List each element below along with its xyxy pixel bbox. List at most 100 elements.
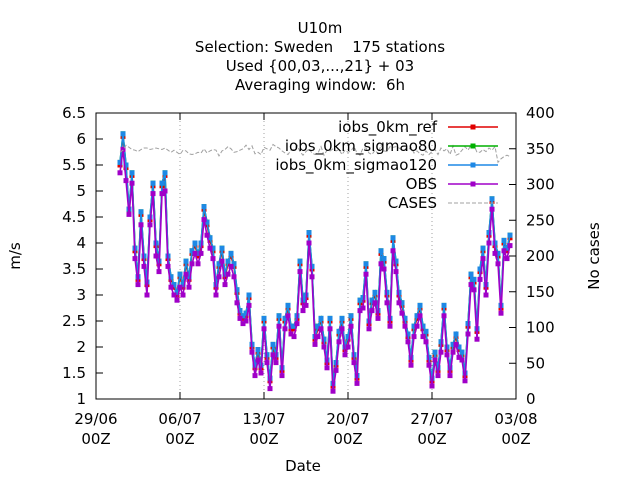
data-point	[438, 349, 444, 355]
data-point	[480, 256, 486, 262]
data-point	[360, 305, 366, 311]
data-point	[150, 180, 156, 186]
data-point	[495, 261, 501, 267]
data-point	[147, 222, 153, 228]
x-tick-label-date: 06/07	[158, 410, 201, 428]
data-point	[126, 211, 132, 217]
data-point	[282, 315, 288, 321]
data-point	[183, 258, 189, 264]
y2-tick-label: 200	[526, 247, 555, 265]
data-point	[306, 230, 312, 236]
data-point	[426, 362, 432, 368]
data-point	[450, 349, 456, 355]
data-point	[195, 250, 201, 256]
y2-tick-label: 350	[526, 140, 555, 158]
data-point	[288, 331, 294, 337]
data-point	[156, 269, 162, 275]
data-point	[342, 352, 348, 358]
data-point	[144, 292, 150, 298]
data-point	[222, 271, 228, 277]
data-point	[195, 261, 201, 267]
data-point	[243, 318, 249, 324]
data-point	[204, 219, 210, 225]
data-point	[246, 292, 252, 298]
data-point	[285, 302, 291, 308]
data-point	[315, 323, 321, 329]
data-point	[165, 263, 171, 269]
data-point	[174, 297, 180, 303]
data-point	[408, 354, 414, 360]
data-point	[348, 323, 354, 329]
data-point	[240, 315, 246, 321]
x-tick-label-hour: 00Z	[249, 430, 278, 448]
x-tick-label-hour: 00Z	[81, 430, 110, 448]
data-point	[210, 245, 216, 251]
data-point	[345, 344, 351, 350]
data-point	[228, 263, 234, 269]
data-point	[438, 339, 444, 345]
data-point	[375, 315, 381, 321]
data-point	[429, 375, 435, 381]
data-point	[399, 300, 405, 306]
data-point	[192, 240, 198, 246]
data-point	[366, 326, 372, 332]
data-point	[219, 245, 225, 251]
data-point	[231, 261, 237, 267]
x-tick-label-date: 03/08	[494, 410, 537, 428]
data-point	[456, 347, 462, 353]
data-point	[477, 266, 483, 272]
data-point	[291, 334, 297, 340]
legend-marker	[470, 143, 476, 149]
data-point	[276, 313, 282, 319]
legend-label: OBS	[406, 175, 437, 193]
data-point	[135, 282, 141, 288]
data-point	[396, 300, 402, 306]
data-point	[444, 352, 450, 358]
data-point	[378, 261, 384, 267]
data-point	[327, 326, 333, 332]
data-point	[477, 276, 483, 282]
y-tick-label: 4	[76, 234, 86, 252]
data-point	[423, 328, 429, 334]
data-point	[336, 339, 342, 345]
data-point	[408, 362, 414, 368]
data-point	[225, 258, 231, 264]
data-point	[462, 378, 468, 384]
x-tick-label-hour: 00Z	[417, 430, 446, 448]
data-point	[354, 380, 360, 386]
data-point	[372, 300, 378, 306]
y2-tick-label: 150	[526, 283, 555, 301]
data-point	[447, 365, 453, 371]
data-point	[162, 188, 168, 194]
data-point	[315, 334, 321, 340]
data-point	[459, 349, 465, 355]
data-point	[489, 196, 495, 202]
series-line-CASES	[119, 143, 511, 164]
data-point	[468, 271, 474, 277]
data-point	[330, 388, 336, 394]
y-tick-label: 1.5	[62, 364, 86, 382]
data-point	[504, 256, 510, 262]
data-point	[237, 308, 243, 314]
data-point	[267, 375, 273, 381]
data-point	[153, 253, 159, 259]
data-point	[216, 261, 222, 267]
x-tick-label-hour: 00Z	[333, 430, 362, 448]
data-point	[168, 284, 174, 290]
data-point	[150, 191, 156, 197]
data-point	[174, 292, 180, 298]
legend-marker	[470, 124, 476, 130]
data-point	[141, 263, 147, 269]
data-point	[381, 256, 387, 262]
data-point	[414, 323, 420, 329]
data-point	[390, 248, 396, 254]
data-point	[267, 386, 273, 392]
data-point	[237, 315, 243, 321]
data-point	[300, 308, 306, 314]
data-point	[471, 287, 477, 293]
data-point	[177, 271, 183, 277]
data-point	[117, 162, 123, 168]
data-point	[291, 326, 297, 332]
data-point	[243, 313, 249, 319]
data-point	[129, 180, 135, 186]
